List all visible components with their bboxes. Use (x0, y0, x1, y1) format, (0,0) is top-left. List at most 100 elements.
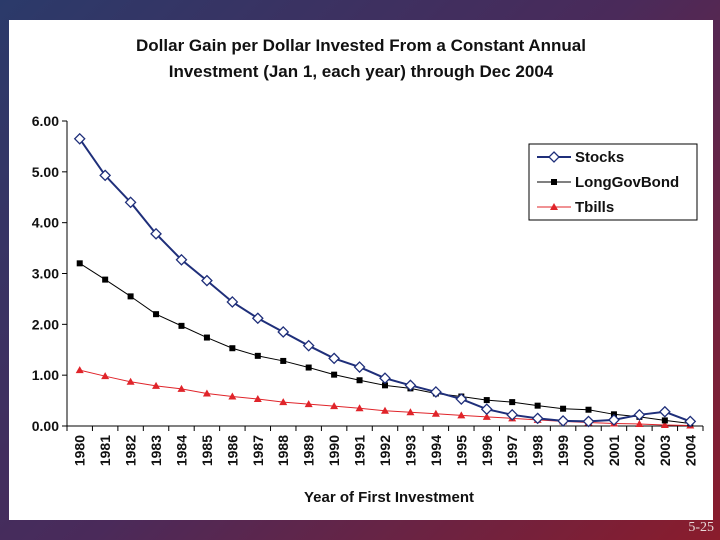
chart-title-line-1: Dollar Gain per Dollar Invested From a C… (136, 36, 586, 55)
x-tick-label: 1991 (352, 435, 368, 466)
data-point-stocks (404, 379, 417, 392)
x-tick-label: 2004 (682, 435, 698, 466)
chart-title: Dollar Gain per Dollar Invested From a C… (136, 36, 586, 81)
x-axis: 1980 1981 1982 1983 1984 1985 1986 1987 1988 1989… (66, 425, 704, 466)
data-point-stocks (353, 361, 366, 373)
data-point-tbills (355, 404, 364, 412)
data-point-stocks (429, 386, 442, 398)
y-tick-label: 2.00 (32, 316, 59, 332)
x-tick-label: 1987 (250, 435, 266, 466)
data-point-stocks (506, 408, 519, 421)
x-tick-label: 1988 (275, 435, 291, 466)
data-point-stocks (531, 412, 544, 425)
data-point-tbills (660, 420, 669, 428)
data-point-tbills (126, 377, 135, 385)
x-tick-label: 1998 (530, 435, 546, 466)
data-point-longgovbond (127, 293, 134, 300)
data-point-stocks (658, 405, 671, 418)
data-point-stocks (328, 352, 341, 365)
x-tick-label: 2001 (606, 435, 622, 466)
data-point-stocks (277, 326, 290, 338)
legend: Stocks LongGovBond Tbills (528, 143, 698, 221)
data-point-stocks (557, 414, 569, 427)
data-point-longgovbond (305, 364, 312, 371)
legend-label-stocks: Stocks (575, 149, 624, 166)
x-tick-label: 1981 (97, 435, 113, 466)
y-axis: 0.00 1.00 2.00 3.00 4.00 5.00 6.00 (32, 113, 68, 434)
y-tick-label: 1.00 (32, 367, 59, 383)
data-point-stocks (582, 415, 595, 428)
data-point-tbills (101, 372, 110, 380)
chart-panel: Dollar Gain per Dollar Invested From a C… (9, 20, 713, 520)
data-point-tbills (406, 408, 415, 416)
legend-label-tbills: Tbills (575, 199, 614, 216)
data-point-stocks (455, 393, 468, 405)
x-tick-label: 1980 (72, 435, 88, 466)
x-tick-label: 1996 (479, 435, 495, 466)
data-point-longgovbond (585, 406, 592, 413)
data-point-stocks (251, 312, 264, 325)
data-point-longgovbond (102, 276, 109, 283)
data-point-tbills (228, 392, 237, 400)
data-point-tbills (431, 409, 440, 417)
legend-marker-stocks (548, 151, 560, 163)
data-point-tbills (75, 366, 84, 374)
x-axis-title: Year of First Investment (304, 489, 474, 506)
data-point-tbills (202, 389, 211, 397)
x-tick-label: 1985 (199, 435, 215, 466)
data-point-longgovbond (382, 382, 388, 389)
data-point-stocks (99, 169, 112, 182)
data-point-longgovbond (153, 311, 160, 318)
data-point-longgovbond (661, 417, 668, 424)
x-tick-label: 1999 (555, 435, 571, 466)
x-tick-label: 1990 (326, 435, 342, 466)
data-point-longgovbond (203, 334, 210, 341)
data-point-stocks (175, 253, 188, 266)
data-point-stocks (226, 296, 239, 308)
x-tick-label: 1997 (504, 435, 520, 466)
legend-label-longgovbond: LongGovBond (575, 174, 679, 191)
data-point-stocks (73, 132, 86, 145)
x-tick-label: 1992 (377, 435, 393, 466)
legend-marker-longgovbond (551, 179, 557, 185)
data-point-stocks (684, 415, 697, 428)
data-point-tbills (304, 400, 313, 408)
data-point-stocks (379, 372, 391, 385)
data-point-longgovbond (356, 377, 363, 384)
data-point-stocks (608, 413, 620, 426)
slide-number: 5-25 (688, 520, 714, 535)
data-point-longgovbond (534, 402, 541, 409)
data-point-longgovbond (331, 371, 338, 378)
x-tick-label: 2000 (581, 435, 597, 466)
data-point-stocks (201, 274, 213, 287)
line-chart: Dollar Gain per Dollar Invested From a C… (32, 36, 704, 506)
data-point-stocks (302, 339, 315, 352)
x-tick-label: 1982 (123, 435, 139, 466)
data-point-tbills (381, 406, 389, 414)
data-point-longgovbond (560, 405, 567, 412)
x-tick-label: 2002 (631, 435, 647, 466)
y-tick-label: 5.00 (32, 164, 59, 180)
chart-title-line-2: Investment (Jan 1, each year) through De… (169, 62, 554, 81)
data-point-stocks (150, 227, 162, 240)
data-point-stocks (480, 403, 493, 416)
y-tick-label: 4.00 (32, 215, 59, 231)
x-tick-label: 1989 (301, 435, 317, 466)
series-area (73, 132, 697, 429)
data-point-stocks (124, 196, 137, 209)
data-point-tbills (457, 411, 466, 419)
data-point-tbills (635, 419, 644, 427)
data-point-longgovbond (229, 345, 236, 352)
data-point-tbills (330, 402, 339, 410)
data-point-tbills (279, 398, 288, 406)
data-point-tbills (177, 384, 186, 392)
x-tick-label: 1993 (402, 435, 418, 466)
data-point-longgovbond (178, 322, 185, 329)
y-tick-label: 3.00 (32, 266, 59, 282)
data-point-longgovbond (483, 397, 490, 404)
data-point-stocks (633, 408, 646, 421)
x-tick-label: 1995 (453, 435, 469, 466)
legend-marker-tbills (550, 203, 558, 210)
data-point-tbills (253, 395, 262, 403)
y-tick-label: 6.00 (32, 113, 59, 129)
